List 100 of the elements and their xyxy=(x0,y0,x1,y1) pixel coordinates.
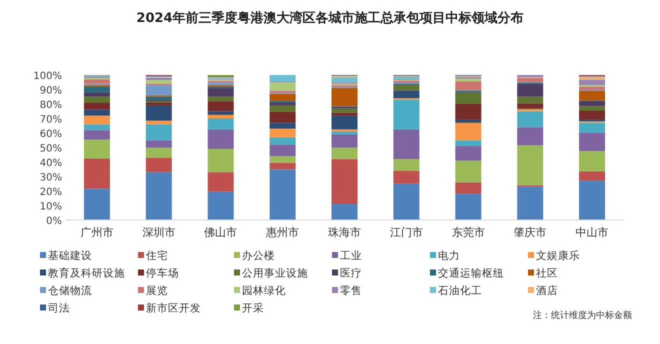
legend-label: 开采 xyxy=(242,302,264,314)
y-tick-label: 20% xyxy=(40,187,62,198)
legend-label: 办公楼 xyxy=(242,249,275,262)
x-tick-label: 佛山市 xyxy=(204,226,238,239)
bar xyxy=(579,106,606,111)
bar xyxy=(84,79,110,84)
y-tick-label: 10% xyxy=(40,202,62,212)
bar xyxy=(332,88,358,106)
legend-label: 文娱康乐 xyxy=(536,249,580,262)
legend-label: 零售 xyxy=(340,285,362,297)
legend-label: 住宅 xyxy=(146,249,168,262)
x-tick-label: 广州市 xyxy=(80,226,114,239)
bar xyxy=(332,132,358,134)
x-tick-label: 珠海市 xyxy=(328,226,361,239)
text: 注：统计维度为中标金额 xyxy=(533,310,632,321)
bar xyxy=(146,148,172,158)
bar xyxy=(270,94,296,102)
y-tick-label: 80% xyxy=(40,100,62,111)
bar xyxy=(270,122,296,129)
bar xyxy=(146,78,172,80)
bar xyxy=(517,103,544,108)
bar xyxy=(270,162,296,170)
legend-label: 停车场 xyxy=(146,266,179,280)
bar xyxy=(455,182,482,194)
bar xyxy=(146,158,172,172)
bar xyxy=(393,100,420,130)
bar xyxy=(208,111,234,115)
legend-label: 园林绿化 xyxy=(242,284,286,297)
bar xyxy=(270,105,296,112)
bar xyxy=(579,122,606,133)
bar xyxy=(208,192,234,220)
x-tick-label: 惠州市 xyxy=(265,226,300,239)
bar xyxy=(146,172,172,220)
bar xyxy=(517,96,544,104)
y-tick-label: 100% xyxy=(33,71,62,82)
legend-label: 酒店 xyxy=(536,284,558,297)
bar xyxy=(579,151,606,172)
bar xyxy=(270,169,296,220)
bar xyxy=(208,129,234,149)
bar xyxy=(84,188,110,220)
bar xyxy=(579,133,606,152)
bar xyxy=(332,77,358,82)
legend-label: 工业 xyxy=(340,249,362,262)
bar xyxy=(455,146,482,161)
bar xyxy=(579,76,606,80)
bar xyxy=(455,104,482,120)
bar xyxy=(579,90,606,100)
y-tick-label: 70% xyxy=(40,114,62,126)
bar xyxy=(270,75,296,82)
bar xyxy=(208,118,234,130)
bar xyxy=(84,92,110,97)
bar xyxy=(270,112,296,123)
bar xyxy=(270,144,296,156)
bar xyxy=(208,101,234,112)
bar xyxy=(455,78,482,82)
bar xyxy=(393,76,420,80)
bar xyxy=(455,122,482,140)
bar xyxy=(84,86,110,92)
y-tick-label: 50% xyxy=(40,144,62,154)
bar xyxy=(517,186,544,220)
bar xyxy=(208,88,234,97)
bar xyxy=(146,85,172,96)
y-tick-label: 40% xyxy=(40,158,62,169)
bar xyxy=(146,102,172,106)
bar xyxy=(455,194,482,220)
bar xyxy=(84,110,110,116)
bar xyxy=(332,112,358,116)
bar xyxy=(84,158,110,189)
bar xyxy=(208,114,234,118)
bar xyxy=(332,134,358,148)
bar xyxy=(270,128,296,138)
legend-label: 仓储物流 xyxy=(48,284,92,297)
bar xyxy=(270,156,296,163)
legend-label: 电力 xyxy=(438,249,460,262)
x-tick-label: 深圳市 xyxy=(142,226,176,239)
bar xyxy=(332,148,358,160)
bar xyxy=(208,96,234,102)
bar xyxy=(455,82,482,90)
y-tick-label: 30% xyxy=(40,172,62,184)
bar xyxy=(84,124,110,130)
bar xyxy=(579,171,606,181)
bar xyxy=(146,120,172,124)
bar xyxy=(517,84,544,97)
x-tick-label: 肇庆市 xyxy=(514,226,547,239)
y-tick-label: 90% xyxy=(40,86,62,96)
bar xyxy=(455,92,482,104)
bar xyxy=(393,159,420,171)
legend-label: 司法 xyxy=(48,302,70,314)
bar xyxy=(517,127,544,146)
bar xyxy=(579,86,606,90)
bar xyxy=(579,101,606,106)
bar xyxy=(208,172,234,192)
bar xyxy=(84,96,110,103)
bar xyxy=(84,116,110,124)
legend-label: 医疗 xyxy=(340,266,362,280)
bar xyxy=(393,85,420,90)
bar xyxy=(393,170,420,184)
bar xyxy=(84,102,110,110)
bar xyxy=(517,78,544,82)
bar xyxy=(455,120,482,123)
